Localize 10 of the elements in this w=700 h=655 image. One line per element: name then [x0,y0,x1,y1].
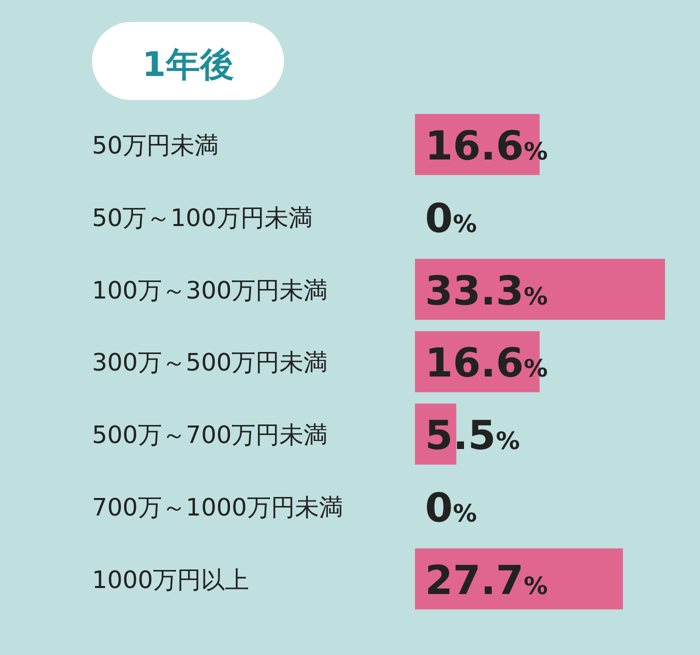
y-tick-label: 500万～700万円未満 [92,421,328,450]
bar [415,258,665,320]
y-tick-label: 100万～300万円未満 [92,276,328,304]
y-tick-label: 1000万円以上 [92,566,250,594]
y-tick-label: 50万円未満 [92,132,219,160]
chart-title: 1年後 [142,45,234,85]
y-tick-label: 300万～500万円未満 [92,348,328,377]
bar [415,548,623,610]
data-label: 27.7% [425,558,548,604]
data-label: 33.3% [425,268,548,314]
